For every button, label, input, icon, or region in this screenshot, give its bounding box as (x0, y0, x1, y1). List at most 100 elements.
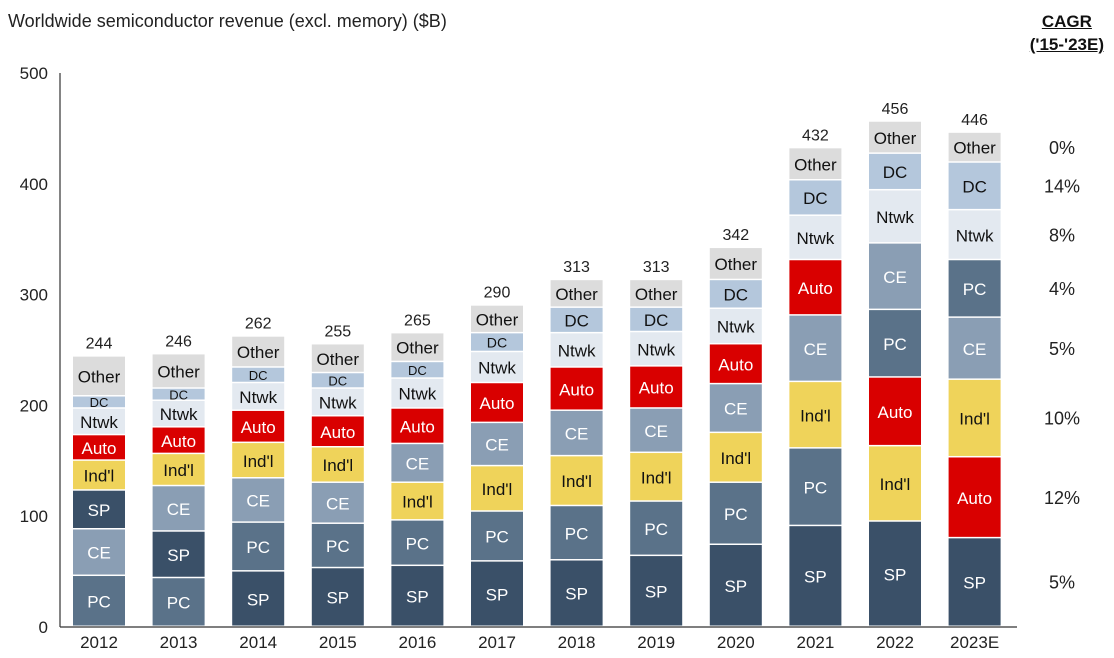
segment-label: Ntwk (558, 342, 596, 361)
segment-label: Auto (639, 379, 674, 398)
segment-label: Other (317, 350, 360, 369)
segment-label: Auto (878, 403, 913, 422)
y-tick-label: 500 (20, 64, 48, 83)
bar-segment-other (550, 280, 603, 307)
bar-segment-dc (630, 307, 683, 331)
segment-label: Auto (241, 418, 276, 437)
bar-segment-auto (311, 416, 364, 447)
cagr-header-line1: CAGR (1041, 12, 1092, 31)
segment-label: Auto (957, 489, 992, 508)
cagr-value-auto: 12% (1044, 488, 1080, 508)
segment-label: PC (883, 335, 907, 354)
segment-label: CE (326, 494, 350, 513)
bar-segment-ntwk (948, 210, 1001, 259)
segment-label: SP (645, 582, 668, 601)
x-tick-label: 2020 (717, 633, 755, 652)
y-tick-label: 100 (20, 507, 48, 526)
segment-label: CE (167, 500, 191, 519)
segment-label: Other (874, 129, 917, 148)
bar-total-label: 265 (404, 312, 431, 329)
bar-segment-sp (391, 566, 444, 626)
segment-label: DC (962, 178, 987, 197)
segment-label: Other (157, 363, 200, 382)
x-tick-label: 2023E (950, 633, 999, 652)
x-tick-label: 2021 (796, 633, 834, 652)
segment-label: Ntwk (797, 229, 835, 248)
segment-label: SP (884, 565, 907, 584)
bar-total-label: 290 (484, 285, 511, 302)
bar-segment-ce (152, 486, 205, 531)
bar-segment-sp (471, 561, 523, 626)
bar-segment-pc (630, 501, 683, 555)
segment-label: SP (167, 546, 190, 565)
segment-label: Ntwk (80, 413, 118, 432)
bar-segment-indl (311, 447, 364, 482)
bar-segment-sp (709, 545, 762, 626)
segment-label: Ind'l (959, 410, 990, 429)
bar-segment-other (391, 333, 444, 361)
segment-label: Other (715, 255, 758, 274)
bar-segment-other (709, 248, 762, 279)
cagr-value-indl: 10% (1044, 409, 1080, 429)
segment-label: PC (246, 538, 270, 557)
segment-label: Other (396, 339, 439, 358)
bar-segment-pc (152, 578, 205, 626)
segment-label: PC (87, 592, 111, 611)
bar-segment-pc (73, 576, 125, 626)
bar-segment-auto (709, 344, 762, 383)
bar-segment-other (152, 354, 205, 388)
segment-label: SP (963, 574, 986, 593)
segment-label: Ntwk (956, 226, 994, 245)
segment-label: Auto (400, 417, 435, 436)
bar-segment-ntwk (471, 352, 523, 382)
segment-label: Ind'l (561, 472, 592, 491)
bar-segment-other (789, 148, 842, 179)
segment-label: SP (486, 585, 509, 604)
segment-label: DC (90, 395, 109, 410)
segment-label: Auto (82, 439, 117, 458)
bar-segment-sp (630, 556, 683, 626)
segment-label: Ind'l (641, 468, 672, 487)
bar-total-label: 456 (882, 101, 909, 118)
segment-label: SP (88, 501, 111, 520)
bar-segment-sp (232, 571, 285, 626)
bar-segment-dc (709, 280, 762, 308)
x-tick-label: 2013 (160, 633, 198, 652)
segment-label: Ntwk (160, 405, 198, 424)
bar-segment-auto (630, 366, 683, 408)
segment-label: CE (804, 340, 828, 359)
bar-segment-ce (391, 444, 444, 482)
x-tick-label: 2012 (80, 633, 118, 652)
bar-segment-dc (311, 373, 364, 388)
segment-label: Auto (320, 423, 355, 442)
x-tick-label: 2014 (239, 633, 277, 652)
bar-total-label: 246 (165, 333, 192, 350)
bar-segment-other (232, 336, 285, 367)
bar-segment-dc (471, 333, 523, 351)
bar-segment-auto (152, 427, 205, 453)
segment-label: PC (485, 528, 509, 547)
bar-segment-pc (709, 482, 762, 544)
bar-total-label: 255 (324, 323, 351, 340)
segment-label: Auto (798, 279, 833, 298)
bar-segment-ce (948, 317, 1001, 379)
segment-label: Other (237, 343, 280, 362)
segment-label: DC (328, 374, 347, 389)
bar-segment-pc (471, 511, 523, 561)
segment-label: Ntwk (876, 208, 914, 227)
bar-segment-pc (232, 522, 285, 571)
segment-label: CE (87, 544, 111, 563)
segment-label: SP (247, 590, 270, 609)
segment-label: DC (249, 368, 268, 383)
y-tick-label: 200 (20, 396, 48, 415)
bar-total-label: 244 (86, 336, 113, 353)
segment-label: Ntwk (637, 340, 675, 359)
bar-segment-ce (232, 478, 285, 522)
segment-label: PC (326, 537, 350, 556)
bar-segment-ntwk (232, 383, 285, 410)
segment-label: Ntwk (399, 385, 437, 404)
cagr-value-other: 0% (1049, 138, 1075, 158)
cagr-value-pc: 4% (1049, 279, 1075, 299)
segment-label: Ind'l (720, 449, 751, 468)
segment-label: Auto (559, 380, 594, 399)
